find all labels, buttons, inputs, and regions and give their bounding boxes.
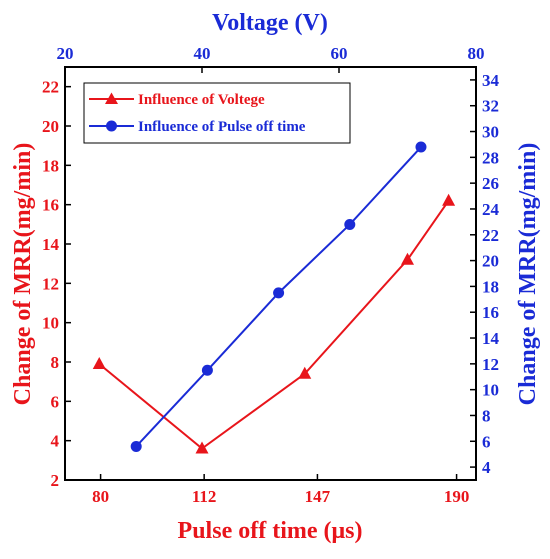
right-tick-label: 18 xyxy=(482,277,499,296)
top-axis-title: Voltage (V) xyxy=(212,10,328,36)
right-tick-label: 26 xyxy=(482,174,499,193)
data-point xyxy=(201,364,213,376)
left-tick-label: 14 xyxy=(42,235,60,254)
left-tick-label: 2 xyxy=(51,471,60,490)
data-point xyxy=(442,193,456,206)
right-tick-label: 22 xyxy=(482,226,499,245)
right-tick-label: 10 xyxy=(482,381,499,400)
legend-label-pulse: Influence of Pulse off time xyxy=(138,119,306,135)
bottom-tick-label: 112 xyxy=(192,487,217,506)
axis-ticks: 2468101214161820224681012141618202224262… xyxy=(42,44,500,506)
bottom-tick-label: 190 xyxy=(444,487,470,506)
bottom-tick-label: 147 xyxy=(305,487,331,506)
series-line-0 xyxy=(98,200,450,450)
right-tick-label: 30 xyxy=(482,123,499,142)
data-point xyxy=(415,141,427,153)
right-tick-label: 8 xyxy=(482,406,491,425)
right-tick-label: 28 xyxy=(482,148,499,167)
right-axis-title: Change of MRR(mg/min) xyxy=(515,143,541,406)
data-point xyxy=(401,252,414,265)
left-axis-title: Change of MRR(mg/min) xyxy=(10,143,36,406)
left-tick-label: 18 xyxy=(42,156,59,175)
legend-marker-pulse xyxy=(106,120,117,132)
left-tick-label: 16 xyxy=(42,196,59,215)
right-tick-label: 20 xyxy=(482,252,499,271)
legend: Influence of Voltege Influence of Pulse … xyxy=(83,82,351,144)
left-tick-label: 22 xyxy=(42,78,59,97)
top-tick-label: 40 xyxy=(194,44,211,63)
data-point xyxy=(298,366,312,379)
right-tick-label: 34 xyxy=(482,71,500,90)
left-tick-label: 6 xyxy=(51,392,60,411)
top-tick-label: 60 xyxy=(331,44,348,63)
left-tick-label: 20 xyxy=(42,117,59,136)
right-tick-label: 16 xyxy=(482,303,499,322)
data-point xyxy=(195,441,209,454)
data-point xyxy=(92,356,106,369)
right-tick-label: 6 xyxy=(482,432,491,451)
plot-frame xyxy=(64,66,477,481)
top-tick-label: 20 xyxy=(57,44,74,63)
data-point xyxy=(344,218,356,230)
bottom-axis-title: Pulse off time (μs) xyxy=(178,518,363,544)
legend-marker-voltage xyxy=(105,92,118,104)
top-tick-label: 80 xyxy=(468,44,485,63)
legend-label-voltage: Influence of Voltege xyxy=(138,92,265,108)
right-tick-label: 4 xyxy=(482,458,491,477)
right-tick-label: 24 xyxy=(482,200,500,219)
left-tick-label: 10 xyxy=(42,314,59,333)
bottom-tick-label: 80 xyxy=(92,487,109,506)
series-layer xyxy=(92,141,456,454)
data-point xyxy=(273,287,285,299)
right-tick-label: 14 xyxy=(482,329,500,348)
legend-box xyxy=(83,82,351,144)
left-tick-label: 4 xyxy=(51,432,60,451)
left-tick-label: 8 xyxy=(51,353,60,372)
data-point xyxy=(130,440,142,452)
right-tick-label: 12 xyxy=(482,355,499,374)
left-tick-label: 12 xyxy=(42,274,59,293)
right-tick-label: 32 xyxy=(482,97,499,116)
